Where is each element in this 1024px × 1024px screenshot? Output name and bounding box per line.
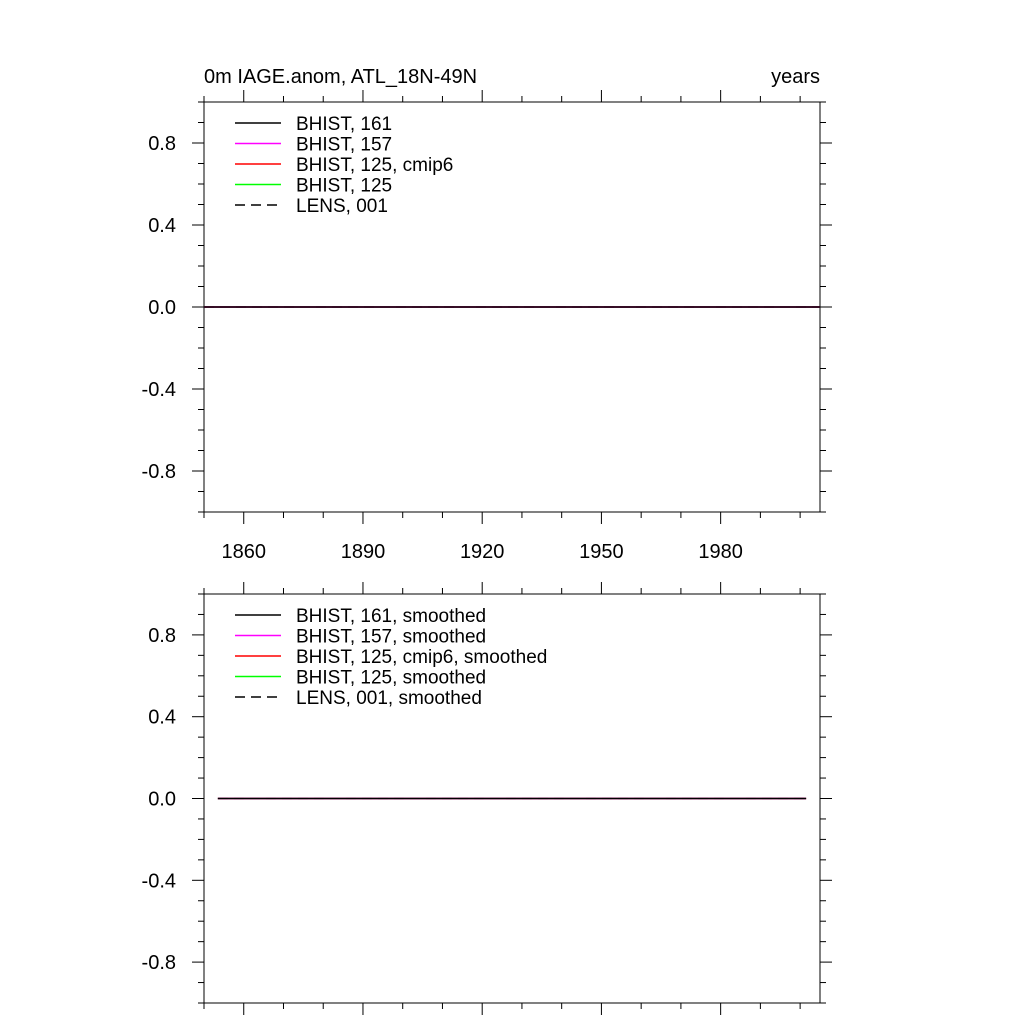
legend-label: LENS, 001 [296, 196, 388, 217]
legend-label: BHIST, 161, smoothed [296, 606, 486, 627]
top-plot-area: 0.8 0.4 0.0 -0.4 -0.8 1860 1890 1920 1950 1980 BHI… [142, 90, 832, 563]
legend-label: BHIST, 161 [296, 114, 392, 135]
chart-title-right: years [771, 66, 820, 88]
x-tick-label: 1860 [221, 541, 266, 563]
top-panel: 0m IAGE.anom, ATL_18N-49N years 0.80.40.… [142, 66, 832, 563]
y-tick-label: -0.8 [142, 461, 176, 483]
y-tick-label: -0.4 [142, 379, 176, 401]
chart-title: 0m IAGE.anom, ATL_18N-49N [204, 66, 477, 88]
y-tick-label: 0.4 [148, 707, 176, 729]
legend-label: BHIST, 125, cmip6, smoothed [296, 647, 547, 668]
legend-label: LENS, 001, smoothed [296, 688, 482, 709]
x-tick-label: 1890 [341, 541, 386, 563]
legend-label: BHIST, 157 [296, 135, 392, 156]
y-tick-label: 0.8 [148, 625, 176, 647]
legend-label: BHIST, 125 [296, 176, 392, 197]
x-tick-label: 1920 [460, 541, 505, 563]
y-tick-label: 0.0 [148, 789, 176, 811]
y-tick-label: 0.0 [148, 297, 176, 319]
legend-label: BHIST, 157, smoothed [296, 627, 486, 648]
x-tick-label: 1980 [698, 541, 743, 563]
y-tick-label: 0.4 [148, 215, 176, 237]
y-tick-label: -0.8 [142, 952, 176, 974]
legend-label: BHIST, 125, cmip6 [296, 155, 453, 176]
legend-label: BHIST, 125, smoothed [296, 668, 486, 689]
y-tick-label: -0.4 [142, 870, 176, 892]
x-tick-label: 1950 [579, 541, 624, 563]
y-tick-label: 0.8 [148, 133, 176, 155]
